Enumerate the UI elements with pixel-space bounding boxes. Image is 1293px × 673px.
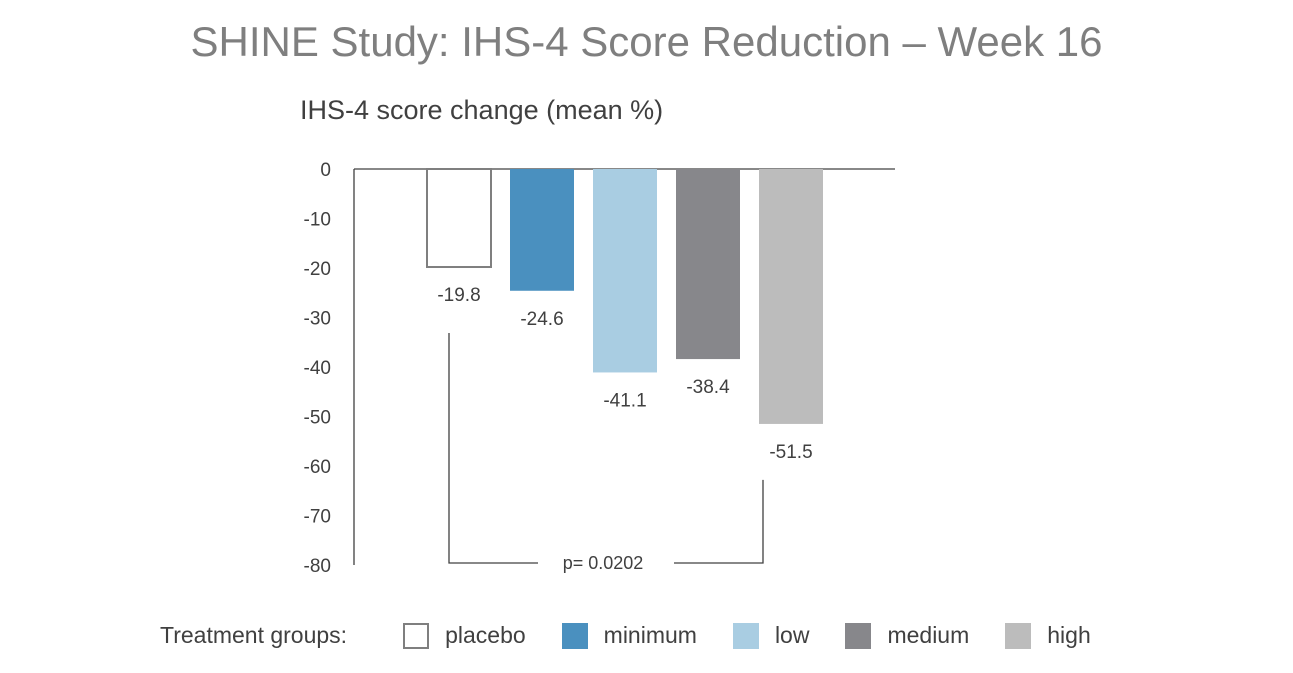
bracket-left-line (448, 333, 538, 564)
bars (426, 168, 823, 424)
y-tick-label: -50 (304, 408, 331, 429)
legend-label-minimum: minimum (603, 622, 697, 648)
y-tick-label: -30 (304, 309, 331, 330)
data-label-minimum: -24.6 (520, 309, 563, 330)
y-tick-label: -80 (304, 556, 331, 577)
bar-placebo (426, 168, 492, 269)
y-tick-label: -20 (304, 259, 331, 280)
y-tick-label: 0 (320, 160, 331, 181)
legend-swatch-low (732, 622, 759, 649)
legend-label-high: high (1047, 622, 1091, 648)
y-tick-label: -60 (304, 457, 331, 478)
bar-medium (676, 169, 740, 360)
y-axis-ticks: 0 -10 -20 -30 -40 -50 -60 -70 -80 (304, 160, 331, 577)
legend-item-placebo: placebo (403, 622, 526, 649)
y-tick-label: -70 (304, 507, 331, 528)
data-labels: -19.8 -24.6 -41.1 -38.4 -51.5 (437, 285, 812, 463)
bracket-right-line (674, 479, 764, 564)
legend-label-medium: medium (887, 622, 970, 648)
legend-label-placebo: placebo (445, 622, 526, 648)
bar-low (593, 169, 657, 373)
significance-bracket: p= 0.0202 (448, 333, 764, 573)
legend-label-low: low (774, 622, 810, 648)
p-value-label: p= 0.0202 (563, 553, 644, 573)
legend-item-medium: medium (845, 622, 969, 649)
y-tick-label: -10 (304, 210, 331, 231)
bar-minimum (510, 169, 574, 291)
legend-swatch-medium (845, 622, 872, 649)
legend-swatch-minimum (561, 622, 588, 649)
y-axis-title: IHS-4 score change (mean %) (300, 95, 664, 125)
data-label-low: -41.1 (603, 390, 646, 411)
bar-high (759, 169, 823, 424)
data-label-medium: -38.4 (686, 377, 730, 398)
legend-item-low: low (732, 622, 810, 649)
legend: Treatment groups: placebo minimum low me… (160, 622, 1127, 649)
y-tick-label: -40 (304, 358, 331, 379)
legend-item-minimum: minimum (561, 622, 697, 649)
legend-title: Treatment groups: (160, 622, 348, 648)
legend-swatch-high (1005, 622, 1032, 649)
data-label-high: -51.5 (769, 442, 812, 463)
data-label-placebo: -19.8 (437, 285, 480, 306)
legend-swatch-placebo (403, 622, 430, 649)
chart-title: SHINE Study: IHS-4 Score Reduction – Wee… (190, 18, 1103, 65)
legend-item-high: high (1005, 622, 1091, 649)
